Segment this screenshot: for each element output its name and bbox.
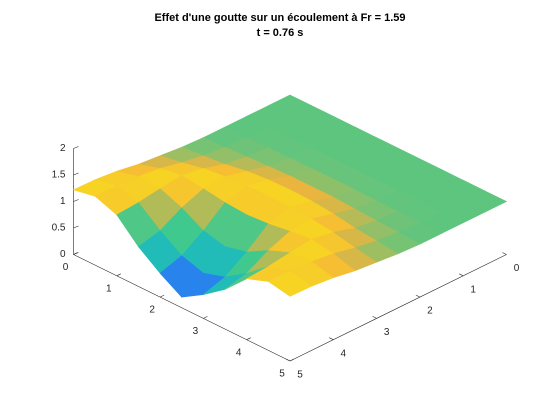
y-tick-label: 4 bbox=[341, 348, 347, 359]
z-tick-label: 0 bbox=[60, 249, 66, 260]
z-tick bbox=[73, 252, 79, 255]
x-tick bbox=[116, 273, 121, 277]
y-tick-label: 1 bbox=[470, 284, 476, 295]
x-tick-label: 3 bbox=[193, 326, 199, 337]
x-tick bbox=[203, 316, 208, 319]
z-tick bbox=[73, 199, 79, 202]
chart-subtitle: t = 0.76 s bbox=[257, 27, 304, 39]
y-tick-label: 0 bbox=[514, 263, 520, 274]
z-tick bbox=[73, 225, 79, 229]
y-tick bbox=[502, 252, 507, 255]
x-tick bbox=[246, 337, 251, 340]
z-tick bbox=[73, 146, 79, 149]
x-tick-label: 2 bbox=[149, 305, 155, 316]
chart-title: Effet d'une goutte sur un écoulement à F… bbox=[154, 12, 405, 24]
x-tick-label: 5 bbox=[279, 369, 285, 380]
z-tick-label: 0.5 bbox=[52, 223, 66, 234]
surface-patch bbox=[267, 270, 313, 297]
x-tick bbox=[289, 358, 295, 362]
y-tick-label: 3 bbox=[384, 327, 390, 338]
x-tick-label: 4 bbox=[236, 347, 242, 358]
x-tick-label: 0 bbox=[63, 262, 69, 273]
z-tick bbox=[73, 172, 79, 176]
y-tick-label: 5 bbox=[297, 370, 303, 381]
y-tick bbox=[372, 316, 377, 319]
y-tick bbox=[459, 273, 464, 277]
y-tick bbox=[329, 337, 334, 340]
x-tick bbox=[159, 294, 165, 298]
z-tick-label: 1.5 bbox=[52, 170, 66, 181]
y-tick bbox=[285, 358, 291, 362]
z-tick-label: 2 bbox=[60, 143, 66, 154]
y-axis-line bbox=[289, 254, 507, 362]
x-tick-label: 1 bbox=[106, 283, 112, 294]
y-tick-label: 2 bbox=[427, 306, 433, 317]
y-tick bbox=[415, 294, 421, 298]
x-axis-line bbox=[73, 254, 291, 362]
z-tick-label: 1 bbox=[60, 196, 66, 207]
